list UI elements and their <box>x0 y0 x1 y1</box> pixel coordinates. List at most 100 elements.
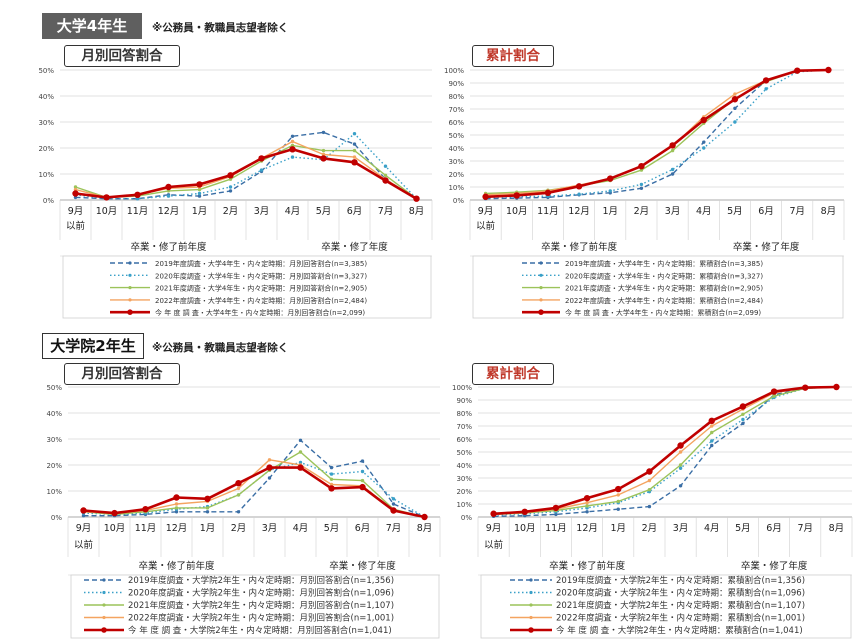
y-tick-label: 70% <box>456 423 472 431</box>
data-point <box>710 443 714 448</box>
x-tick-label: 10月 <box>506 206 528 217</box>
data-point <box>290 134 295 138</box>
x-tick-label: 3月 <box>665 206 681 217</box>
data-point <box>647 488 652 492</box>
data-point <box>173 494 180 501</box>
data-point <box>227 172 234 179</box>
legend-marker <box>539 298 543 302</box>
section-label-undergrad: 大学4年生 <box>42 13 142 39</box>
data-point <box>741 412 745 416</box>
section-label-grad: 大学院2年生 <box>42 333 144 359</box>
data-point <box>670 172 675 176</box>
y-tick-label: 30% <box>46 436 62 444</box>
x-tick-label: 4月 <box>285 206 301 217</box>
legend-marker <box>528 627 534 633</box>
x-tick-label: 2月 <box>223 206 239 217</box>
y-tick-label: 20% <box>46 462 62 470</box>
data-point <box>81 514 86 518</box>
data-point <box>174 502 179 506</box>
data-point <box>731 96 739 103</box>
data-point <box>647 504 652 509</box>
y-tick-label: 50% <box>46 384 62 392</box>
data-point <box>772 394 776 398</box>
series-line-4 <box>83 466 425 519</box>
legend-marker <box>539 286 543 290</box>
data-point <box>421 513 428 521</box>
data-point <box>733 92 737 96</box>
x-tick-label: 4月 <box>704 523 720 534</box>
x-tick-label: 3月 <box>262 523 278 534</box>
series-line-2 <box>493 386 837 516</box>
x-tick-label: 2月 <box>642 523 658 534</box>
y-tick-label: 50% <box>456 449 472 457</box>
legend-marker <box>128 273 132 277</box>
x-tick-label: 8月 <box>409 206 425 217</box>
period-label-previous: 卒業・修了前年度 <box>130 241 207 253</box>
data-point <box>197 187 202 192</box>
data-point <box>608 189 612 193</box>
legend-label: 2019年度調査・大学院2年生・内々定時期：累積割合(n=1,356) <box>556 575 805 586</box>
series-line-0 <box>83 439 425 518</box>
legend-label: 2021年度調査・大学院2年生・内々定時期：月別回答割合(n=1,107) <box>128 600 394 611</box>
x-tick-sublabel: 以前 <box>476 220 495 232</box>
x-tick-label: 4月 <box>696 206 712 217</box>
x-tick-label: 3月 <box>673 523 689 534</box>
data-point <box>359 483 366 491</box>
data-point <box>329 465 334 470</box>
data-point <box>490 510 497 517</box>
data-point <box>73 185 78 189</box>
data-point <box>72 190 79 197</box>
x-tick-label: 5月 <box>735 523 751 534</box>
y-tick-label: 60% <box>456 436 472 444</box>
data-point <box>639 182 644 187</box>
series-line-1 <box>75 132 418 200</box>
data-point <box>165 183 172 191</box>
data-point <box>360 469 365 474</box>
x-tick-label: 1月 <box>610 523 626 534</box>
legend-marker <box>128 261 132 265</box>
data-point <box>205 510 210 514</box>
legend-label: 2019年度調査・大学院2年生・内々定時期：月別回答割合(n=1,356) <box>128 575 394 586</box>
x-tick-label: 10月 <box>96 206 118 217</box>
legend-label: 2019年度調査・大学4年生・内々定時期：累積割合(n=3,385) <box>565 259 763 268</box>
x-tick-label: 1月 <box>602 206 618 217</box>
y-tick-label: 40% <box>456 462 472 470</box>
x-tick-label: 12月 <box>166 523 188 534</box>
data-point <box>615 485 622 493</box>
data-point <box>833 383 840 391</box>
legend-label: 2020年度調査・大学院2年生・内々定時期：月別回答割合(n=1,096) <box>128 588 394 599</box>
data-point <box>298 450 303 454</box>
data-point <box>638 163 645 170</box>
y-tick-label: 0% <box>51 514 62 522</box>
data-point <box>111 509 118 517</box>
y-tick-label: 0% <box>43 197 54 205</box>
series-line-1 <box>485 69 829 199</box>
data-point <box>290 139 295 144</box>
data-point <box>607 175 614 182</box>
data-point <box>298 438 303 442</box>
data-point <box>329 472 334 476</box>
data-point <box>197 191 202 196</box>
series-line-4 <box>493 385 837 516</box>
x-tick-label: 2月 <box>231 523 247 534</box>
data-point <box>670 167 675 172</box>
y-tick-label: 100% <box>452 384 472 392</box>
data-point <box>174 510 179 514</box>
data-point <box>351 159 358 166</box>
y-tick-label: 0% <box>453 197 464 205</box>
x-tick-label: 11月 <box>545 523 567 534</box>
data-point <box>134 191 141 198</box>
x-tick-label: 1月 <box>200 523 216 534</box>
data-point <box>678 484 683 488</box>
x-tick-label: 9月 <box>478 206 494 217</box>
section-note-grad: ※公務員・教職員志望者除く <box>152 342 289 354</box>
data-point <box>700 116 707 124</box>
data-point <box>585 510 589 514</box>
legend-label: 2022年度調査・大学4年生・内々定時期：月別回答割合(n=2,484) <box>155 296 367 305</box>
legend-label: 2022年度調査・大学院2年生・内々定時期：累積割合(n=1,001) <box>556 613 805 624</box>
legend-marker <box>127 309 133 316</box>
data-point <box>329 477 334 481</box>
x-tick-label: 6月 <box>766 523 782 534</box>
